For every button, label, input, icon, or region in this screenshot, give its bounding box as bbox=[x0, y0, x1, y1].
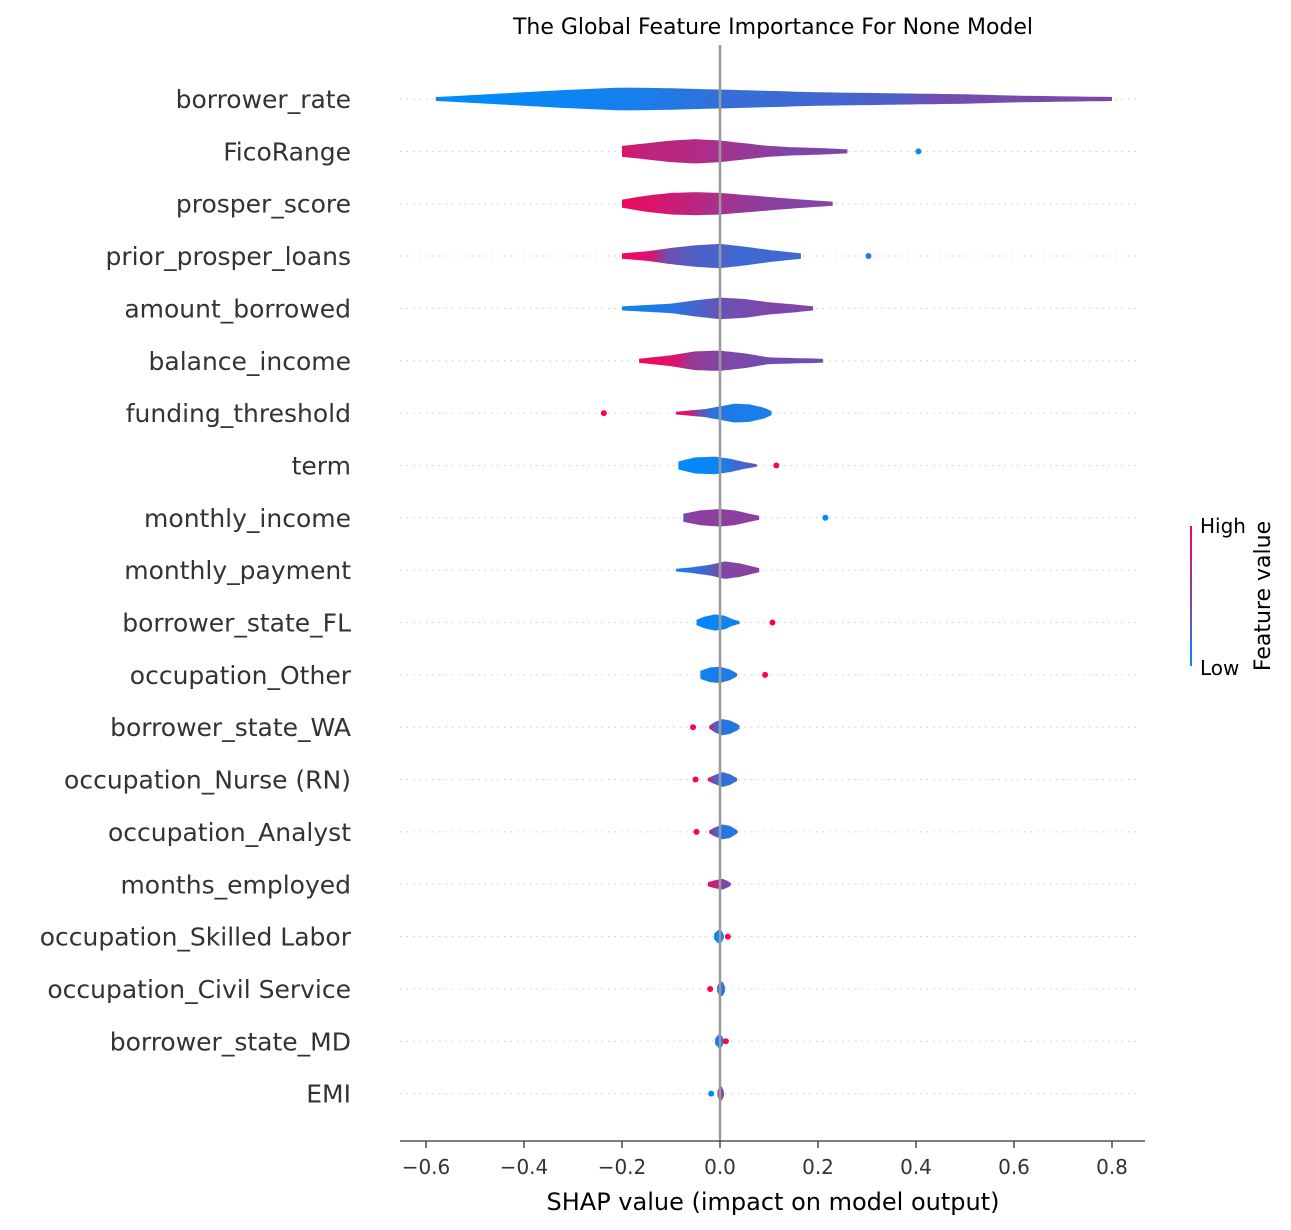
x-tick-label: −0.4 bbox=[500, 1155, 549, 1179]
feature-label: occupation_Analyst bbox=[108, 818, 351, 847]
outlier-dot bbox=[708, 1090, 715, 1097]
feature-row-borrower-state-fl: borrower_state_FL bbox=[122, 609, 1140, 638]
feature-label: borrower_state_WA bbox=[110, 713, 351, 742]
x-tick-label: 0.6 bbox=[998, 1155, 1030, 1179]
violin-prior-prosper-loans bbox=[622, 243, 801, 269]
outlier-dot bbox=[707, 985, 714, 992]
feature-label: FicoRange bbox=[223, 137, 351, 166]
violin-ficorange bbox=[622, 139, 848, 164]
feature-label: EMI bbox=[306, 1080, 351, 1109]
outlier-dot bbox=[762, 671, 769, 678]
violin-borrower-state-fl bbox=[696, 614, 740, 631]
violin-rows: borrower_rate FicoRange prosper_scoreprior… bbox=[40, 85, 1140, 1109]
violin-balance-income bbox=[639, 350, 823, 371]
feature-label: monthly_income bbox=[144, 504, 351, 533]
feature-label: amount_borrowed bbox=[124, 294, 351, 323]
violin-funding-threshold bbox=[675, 403, 772, 423]
feature-label: prior_prosper_loans bbox=[105, 242, 351, 271]
feature-row-borrower-rate: borrower_rate bbox=[176, 85, 1140, 114]
x-tick-label: −0.2 bbox=[598, 1155, 647, 1179]
chart-title: The Global Feature Importance For None M… bbox=[512, 15, 1033, 40]
x-axis-label: SHAP value (impact on model output) bbox=[547, 1188, 1000, 1216]
violin-occupation-nurse-rn bbox=[707, 772, 738, 787]
feature-row-prior-prosper-loans: prior_prosper_loans bbox=[105, 242, 1140, 271]
feature-label: balance_income bbox=[149, 347, 352, 376]
feature-label: occupation_Civil Service bbox=[47, 975, 351, 1004]
feature-row-occupation-nurse-rn: occupation_Nurse (RN) bbox=[64, 766, 1140, 795]
feature-row-occupation-other: occupation_Other bbox=[130, 661, 1140, 690]
feature-row-emi: EMI bbox=[306, 1080, 1140, 1109]
feature-row-prosper-score: prosper_score bbox=[176, 190, 1140, 219]
feature-row-amount-borrowed: amount_borrowed bbox=[124, 294, 1140, 323]
feature-row-months-employed: months_employed bbox=[120, 870, 1140, 899]
feature-row-occupation-skilled-labor: occupation_Skilled Labor bbox=[40, 923, 1140, 952]
violin-term bbox=[678, 456, 757, 475]
x-axis: −0.6 −0.4 −0.2 0.0 0.2 0.4 0.6 0.8 bbox=[400, 1140, 1145, 1179]
feature-row-term: term bbox=[292, 451, 1140, 480]
x-tick-label: 0.0 bbox=[704, 1155, 736, 1179]
violin-amount-borrowed bbox=[622, 297, 814, 320]
outlier-dot bbox=[693, 828, 700, 835]
colorbar-low-label: Low bbox=[1200, 656, 1239, 680]
violin-borrower-state-wa bbox=[709, 719, 740, 736]
colorbar-title: Feature value bbox=[1251, 521, 1276, 671]
x-tick-label: 0.2 bbox=[802, 1155, 834, 1179]
feature-row-borrower-state-md: borrower_state_MD bbox=[110, 1027, 1140, 1056]
feature-label: term bbox=[292, 451, 351, 480]
feature-row-funding-threshold: funding_threshold bbox=[126, 399, 1140, 428]
feature-row-occupation-civil-service: occupation_Civil Service bbox=[47, 975, 1140, 1004]
feature-label: prosper_score bbox=[176, 190, 351, 219]
outlier-dot bbox=[690, 724, 697, 731]
outlier-dot bbox=[769, 619, 776, 626]
x-tick-label: 0.8 bbox=[1096, 1155, 1128, 1179]
outlier-dot bbox=[773, 462, 780, 469]
feature-label: borrower_state_MD bbox=[110, 1027, 351, 1056]
feature-row-monthly-income: monthly_income bbox=[144, 504, 1140, 533]
x-tick-label: −0.6 bbox=[402, 1155, 451, 1179]
feature-row-occupation-analyst: occupation_Analyst bbox=[108, 818, 1140, 847]
feature-label: borrower_rate bbox=[176, 85, 351, 114]
feature-row-ficorange: FicoRange bbox=[223, 137, 1140, 166]
outlier-dot bbox=[722, 1038, 729, 1045]
feature-label: occupation_Other bbox=[130, 661, 352, 690]
x-tick-label: 0.4 bbox=[900, 1155, 932, 1179]
feature-row-balance-income: balance_income bbox=[149, 347, 1140, 376]
outlier-dot bbox=[600, 410, 607, 417]
colorbar-gradient bbox=[1190, 526, 1192, 666]
violin-occupation-analyst bbox=[709, 824, 738, 840]
outlier-dot bbox=[724, 933, 731, 940]
feature-row-borrower-state-wa: borrower_state_WA bbox=[110, 713, 1140, 742]
outlier-dot bbox=[692, 776, 699, 783]
colorbar: High Low Feature value bbox=[1190, 514, 1276, 680]
violin-prosper-score bbox=[622, 192, 833, 216]
violin-borrower-rate bbox=[435, 87, 1112, 111]
feature-label: occupation_Nurse (RN) bbox=[64, 766, 351, 795]
violin-monthly-payment bbox=[675, 561, 760, 579]
feature-label: borrower_state_FL bbox=[122, 609, 351, 638]
outlier-dot bbox=[822, 514, 829, 521]
feature-label: months_employed bbox=[120, 870, 351, 899]
feature-label: funding_threshold bbox=[126, 399, 351, 428]
feature-label: monthly_payment bbox=[124, 556, 351, 585]
outlier-dot bbox=[865, 253, 872, 260]
outlier-dot bbox=[915, 148, 922, 155]
colorbar-high-label: High bbox=[1200, 514, 1246, 538]
feature-row-monthly-payment: monthly_payment bbox=[124, 556, 1140, 585]
feature-label: occupation_Skilled Labor bbox=[40, 923, 352, 952]
